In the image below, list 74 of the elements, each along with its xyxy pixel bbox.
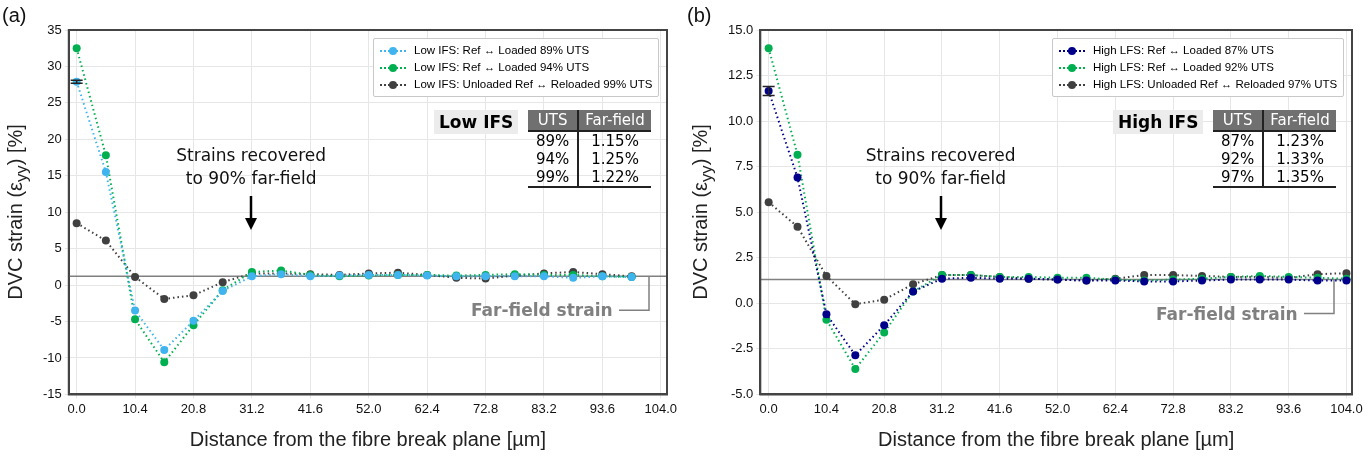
x-tick-label: 52.0 [356,400,382,416]
text: (a) [2,4,27,27]
x-tick-label: 0.0 [67,400,86,416]
y-tick-label: 15 [47,167,62,183]
legend-label: Low IFS: Unloaded Ref ↔ Reloaded 99% UTS [414,77,653,92]
x-tick-label: 31.2 [929,400,955,416]
legend-label: High LFS: Ref ↔ Loaded 92% UTS [1093,60,1274,75]
ref-line-label: Far-field strain [1156,303,1298,324]
y-tick-label: 5 [54,240,62,256]
x-tick-label: 10.4 [122,400,148,416]
y-tick-label: 0 [54,276,62,292]
x-tick-label: 72.8 [472,400,499,416]
annotation: 1.15% [590,131,640,150]
annotation: Strains recovered to 90% far-field [176,144,327,191]
x-tick-label: 20.8 [180,400,207,416]
x-tick-label: 93.6 [1276,400,1302,416]
y-tick-label: 7.5 [735,158,754,174]
annotation: Far-field [578,110,651,131]
y-tick-label: 20 [47,130,62,146]
text: (b) [687,4,712,27]
legend-label: Low IFS: Ref ↔ Loaded 94% UTS [414,60,590,75]
y-tick-label: 0.0 [735,294,754,310]
y-tick-label: 12.5 [727,67,754,83]
ref-line-label: Far-field strain [471,300,613,321]
y-tick-label: 35 [47,21,62,37]
annotation: 87% [1213,131,1264,150]
annotation: 97% [1213,168,1264,187]
y-tick-label: 2.5 [735,249,754,265]
y-tick-label: -10 [42,349,62,365]
y-tick-label: 30 [47,58,62,74]
annotation: Strains recovered to 90% far-field [865,144,1016,191]
annotation: 1.23% [1275,131,1325,150]
annotation: 1.33% [1275,150,1325,168]
annotation: 92% [1213,150,1264,168]
y-tick-label: 5.0 [735,203,754,219]
x-tick-label: 0.0 [759,400,778,416]
annotation: High IFS [1113,110,1204,134]
legend-label: High LFS: Ref ↔ Loaded 87% UTS [1093,43,1274,58]
y-tick-label: 25 [47,94,62,110]
annotation: UTS [1213,110,1264,131]
x-tick-label: 72.8 [1160,400,1186,416]
annotation: 1.25% [590,150,640,168]
x-tick-label: 20.8 [871,400,897,416]
y-tick-label: 15.0 [727,21,754,37]
annotation: Low IFS [434,110,519,134]
x-tick-label: 62.4 [1102,400,1128,416]
legend-label: High LFS: Unloaded Ref ↔ Reloaded 97% UTS [1093,77,1338,92]
y-tick-label: 10 [47,203,62,219]
y-tick-label: -2.5 [730,340,754,356]
annotation: 1.35% [1263,168,1336,187]
annotation: 89% [528,131,579,150]
y-tick-label: -5 [50,313,62,329]
x-tick-label: 41.6 [297,400,323,416]
x-tick-label: 93.6 [589,400,616,416]
x-tick-label: 62.4 [414,400,440,416]
x-axis-title: Distance from the fibre break plane [µm] [878,427,1235,450]
annotation: 94% [528,150,579,168]
annotation: UTS [528,110,579,131]
x-tick-label: 41.6 [987,400,1013,416]
x-tick-label: 104.0 [1330,400,1363,416]
x-tick-label: 83.2 [1218,400,1244,416]
y-tick-label: -15 [42,385,62,401]
x-axis-title: Distance from the fibre break plane [µm] [189,427,546,450]
x-tick-label: 104.0 [644,400,678,416]
y-tick-label: -5.0 [730,385,754,401]
x-tick-label: 31.2 [239,400,265,416]
x-tick-label: 52.0 [1044,400,1071,416]
legend-label: Low IFS: Ref ↔ Loaded 89% UTS [414,43,590,58]
y-tick-label: 10.0 [727,112,754,128]
annotation: 99% [528,168,579,187]
x-tick-label: 10.4 [813,400,840,416]
x-tick-label: 83.2 [531,400,557,416]
annotation: 1.22% [578,168,651,187]
annotation: Far-field [1263,110,1336,131]
